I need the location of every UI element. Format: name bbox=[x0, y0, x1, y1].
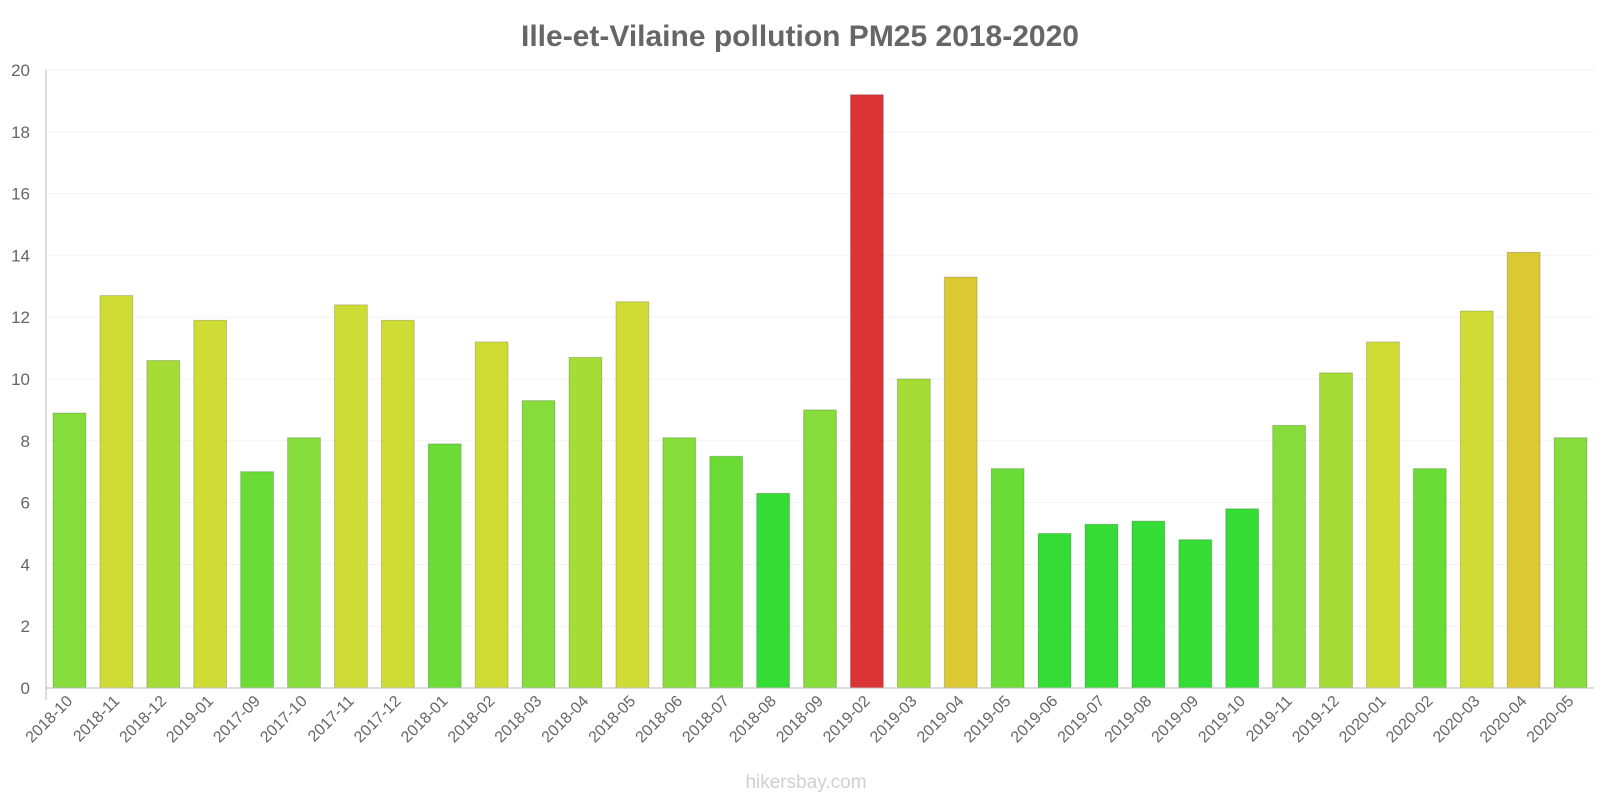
bar-2017-09 bbox=[240, 471, 275, 689]
x-tick-label: 2019-06 bbox=[1008, 693, 1062, 747]
x-tick-label: 2019-11 bbox=[1243, 693, 1296, 746]
y-tick-label: 4 bbox=[21, 555, 30, 574]
watermark: hikersbay.com bbox=[745, 772, 866, 793]
y-tick-label: 10 bbox=[11, 370, 30, 389]
x-tick-label: 2019-02 bbox=[820, 693, 874, 747]
x-tick-label: 2019-08 bbox=[1102, 693, 1156, 747]
bar-2017-11 bbox=[333, 304, 368, 689]
bar-2019-08 bbox=[1131, 520, 1166, 689]
bar-2019-03 bbox=[896, 378, 931, 689]
bar-2017-10 bbox=[287, 437, 321, 689]
bar-2018-09 bbox=[803, 409, 837, 689]
x-tick-label: 2018-06 bbox=[633, 693, 687, 747]
bar-2020-03 bbox=[1459, 310, 1494, 689]
x-tick-label: 2017-12 bbox=[351, 693, 405, 747]
y-tick-label: 12 bbox=[11, 308, 30, 327]
bars bbox=[52, 94, 1588, 689]
x-tick-label: 2018-10 bbox=[23, 693, 77, 747]
x-tick-label: 2018-08 bbox=[726, 693, 780, 747]
bar-2019-06 bbox=[1037, 533, 1072, 689]
bar-2020-05 bbox=[1553, 437, 1588, 689]
x-tick-label: 2019-07 bbox=[1055, 693, 1109, 747]
bar-2017-12 bbox=[380, 319, 415, 689]
bar-2019-09 bbox=[1178, 539, 1213, 689]
y-tick-label: 8 bbox=[21, 432, 30, 451]
y-tick-label: 14 bbox=[11, 246, 30, 265]
y-tick-label: 18 bbox=[11, 123, 30, 142]
x-tick-label: 2018-09 bbox=[773, 693, 827, 747]
x-tick-label: 2018-02 bbox=[445, 693, 499, 747]
x-tick-label: 2017-10 bbox=[257, 693, 311, 747]
x-tick-label: 2019-09 bbox=[1149, 693, 1203, 747]
x-tick-label: 2020-02 bbox=[1383, 693, 1437, 747]
bar-2018-12 bbox=[146, 359, 181, 689]
bar-2019-11 bbox=[1272, 424, 1307, 689]
bar-2019-04 bbox=[943, 276, 978, 689]
bar-2020-01 bbox=[1365, 341, 1400, 689]
bar-2018-08 bbox=[756, 492, 791, 689]
bar-2018-06 bbox=[662, 437, 697, 689]
x-tick-label: 2018-01 bbox=[398, 693, 452, 747]
x-tick-label: 2018-03 bbox=[492, 693, 546, 747]
bar-2018-10 bbox=[52, 412, 87, 689]
bar-2020-04 bbox=[1506, 251, 1541, 689]
y-tick-label: 6 bbox=[21, 494, 30, 513]
x-tick-label: 2019-04 bbox=[914, 693, 968, 747]
bar-2018-07 bbox=[709, 455, 744, 689]
bar-2019-10 bbox=[1225, 508, 1260, 689]
x-tick-label: 2019-01 bbox=[163, 693, 217, 747]
x-axis-ticks: 2018-102018-112018-122019-012017-092017-… bbox=[23, 693, 1578, 747]
x-tick-label: 2018-07 bbox=[679, 693, 733, 747]
bar-2019-07 bbox=[1084, 523, 1119, 689]
y-axis-ticks: 0 2 4 6 8 10 12 14 16 18 20 bbox=[11, 61, 30, 698]
x-tick-label: 2018-12 bbox=[117, 693, 171, 747]
bar-2020-02 bbox=[1412, 468, 1447, 689]
bar-2019-02 bbox=[849, 94, 884, 689]
x-tick-label: 2020-03 bbox=[1430, 693, 1484, 747]
bar-2018-05 bbox=[615, 301, 650, 689]
x-tick-label: 2017-11 bbox=[305, 693, 358, 746]
bar-2019-05 bbox=[990, 468, 1025, 689]
x-tick-label: 2018-11 bbox=[70, 693, 123, 746]
x-tick-label: 2019-10 bbox=[1195, 693, 1249, 747]
x-tick-label: 2020-01 bbox=[1336, 693, 1390, 747]
x-tick-label: 2018-04 bbox=[539, 693, 593, 747]
bar-2019-01 bbox=[193, 319, 228, 689]
x-tick-label: 2019-05 bbox=[961, 693, 1015, 747]
x-tick-label: 2019-03 bbox=[867, 693, 921, 747]
y-tick-label: 16 bbox=[11, 185, 30, 204]
y-tick-label: 0 bbox=[21, 679, 30, 698]
bar-2018-04 bbox=[568, 356, 603, 689]
y-tick-label: 2 bbox=[21, 617, 30, 636]
bar-2018-11 bbox=[99, 295, 134, 689]
bar-2018-02 bbox=[474, 341, 509, 689]
chart-title: Ille-et-Vilaine pollution PM25 2018-2020 bbox=[521, 20, 1079, 53]
x-tick-label: 2020-05 bbox=[1524, 693, 1578, 747]
y-tick-label: 20 bbox=[11, 61, 30, 80]
bar-2018-03 bbox=[521, 400, 556, 689]
x-tick-label: 2020-04 bbox=[1477, 693, 1531, 747]
x-tick-label: 2019-12 bbox=[1289, 693, 1343, 747]
x-tick-label: 2018-05 bbox=[586, 693, 640, 747]
x-tick-label: 2017-09 bbox=[210, 693, 264, 747]
bar-2019-12 bbox=[1319, 372, 1353, 689]
bar-2018-01 bbox=[427, 443, 462, 689]
